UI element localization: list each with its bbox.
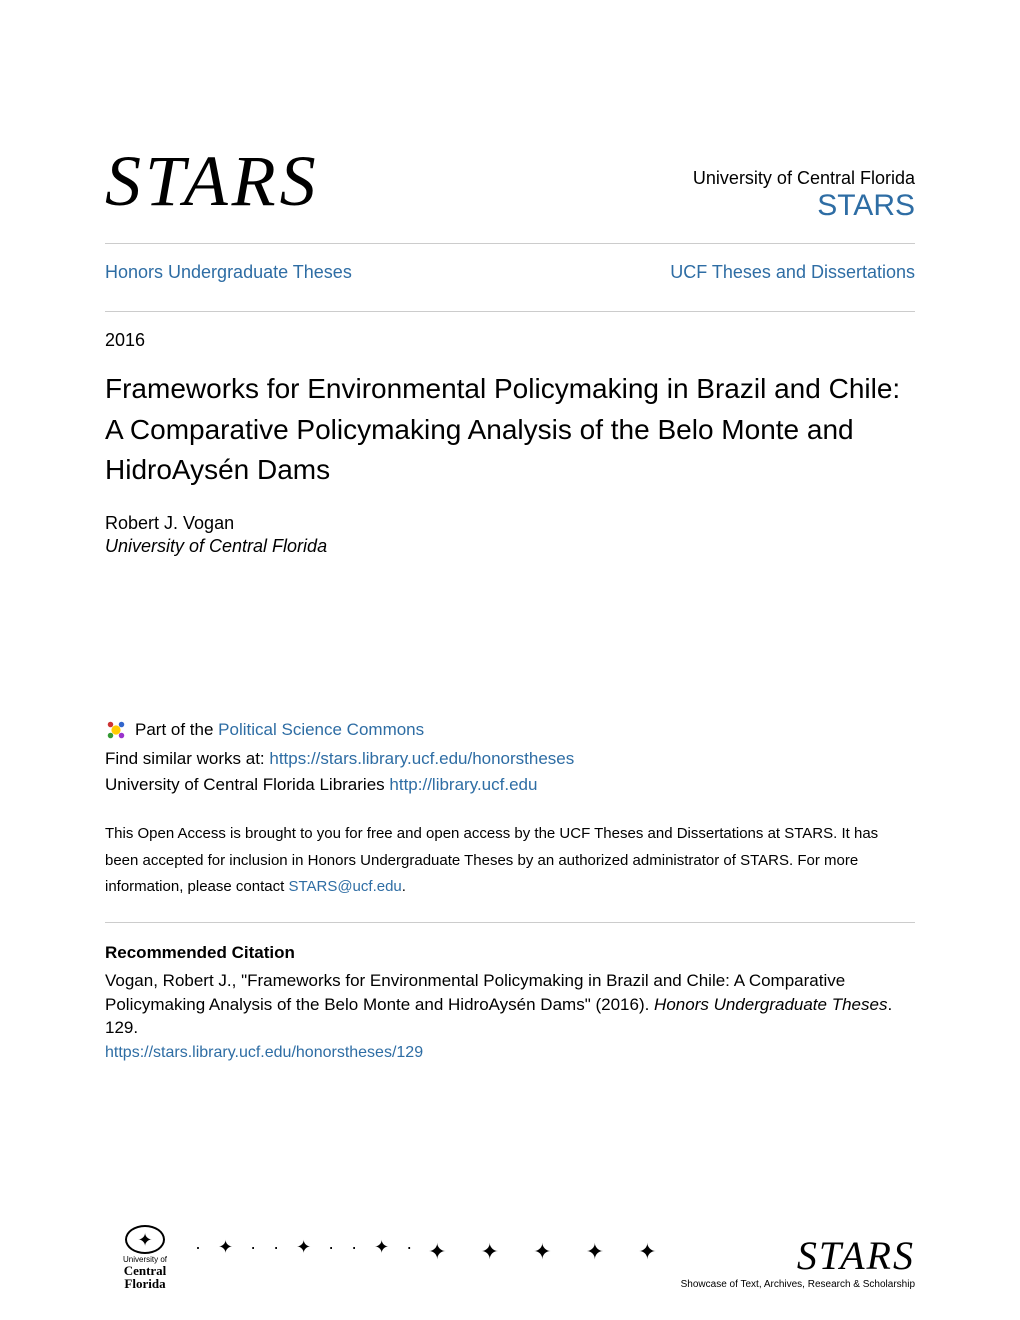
- footer: ✦ University of Central Florida · ✦ · · …: [105, 1225, 915, 1290]
- university-name: University of Central Florida: [693, 168, 915, 189]
- footer-left: ✦ University of Central Florida · ✦ · · …: [105, 1225, 418, 1290]
- access-text-after: .: [402, 878, 406, 895]
- network-icon: [105, 719, 127, 741]
- citation-italic: Honors Undergraduate Theses: [654, 995, 887, 1014]
- commons-row: Part of the Political Science Commons: [105, 717, 915, 743]
- footer-stars-logo: STARS: [681, 1232, 915, 1279]
- libraries-prefix: University of Central Florida Libraries: [105, 775, 389, 794]
- libraries-link[interactable]: http://library.ucf.edu: [389, 775, 537, 794]
- stars-repository-link[interactable]: STARS: [817, 189, 915, 222]
- part-of-text: Part of the Political Science Commons: [135, 717, 424, 743]
- contact-email-link[interactable]: STARS@ucf.edu: [288, 878, 401, 895]
- publication-year: 2016: [105, 330, 915, 351]
- citation-section: Recommended Citation Vogan, Robert J., "…: [105, 941, 915, 1065]
- decorative-stars-icon: ✦ ✦ ✦ ✦ ✦: [428, 1239, 671, 1265]
- footer-stars-block: STARS Showcase of Text, Archives, Resear…: [681, 1232, 915, 1290]
- header-row: STARS University of Central Florida STAR…: [105, 140, 915, 244]
- paper-title: Frameworks for Environmental Policymakin…: [105, 369, 915, 491]
- access-text-before: This Open Access is brought to you for f…: [105, 825, 878, 895]
- header-right: University of Central Florida STARS: [693, 168, 915, 223]
- breadcrumb-parent-link[interactable]: UCF Theses and Dissertations: [670, 262, 915, 283]
- citation-heading: Recommended Citation: [105, 941, 915, 965]
- breadcrumb-row: Honors Undergraduate Theses UCF Theses a…: [105, 262, 915, 312]
- breadcrumb-collection-link[interactable]: Honors Undergraduate Theses: [105, 262, 352, 283]
- author-affiliation: University of Central Florida: [105, 536, 915, 557]
- access-statement: This Open Access is brought to you for f…: [105, 821, 915, 923]
- part-of-prefix: Part of the: [135, 720, 218, 739]
- footer-right: ✦ ✦ ✦ ✦ ✦ STARS Showcase of Text, Archiv…: [428, 1232, 915, 1290]
- middle-section: Part of the Political Science Commons Fi…: [105, 717, 915, 1065]
- ucf-seal: ✦ University of Central Florida: [105, 1225, 185, 1290]
- find-similar-row: Find similar works at: https://stars.lib…: [105, 746, 915, 772]
- footer-stars-subtitle: Showcase of Text, Archives, Research & S…: [681, 1279, 915, 1290]
- decorative-dots-left: · ✦ · · ✦ · · ✦ ·: [195, 1237, 418, 1258]
- citation-link[interactable]: https://stars.library.ucf.edu/honorsthes…: [105, 1042, 915, 1064]
- ucf-line3: Florida: [124, 1277, 165, 1290]
- find-similar-prefix: Find similar works at:: [105, 749, 269, 768]
- find-similar-link[interactable]: https://stars.library.ucf.edu/honorsthes…: [269, 749, 574, 768]
- commons-link[interactable]: Political Science Commons: [218, 720, 424, 739]
- libraries-row: University of Central Florida Libraries …: [105, 772, 915, 798]
- citation-text: Vogan, Robert J., "Frameworks for Enviro…: [105, 969, 915, 1040]
- stars-logo: STARS: [105, 140, 320, 223]
- author-name: Robert J. Vogan: [105, 513, 915, 534]
- pegasus-icon: ✦: [125, 1225, 165, 1254]
